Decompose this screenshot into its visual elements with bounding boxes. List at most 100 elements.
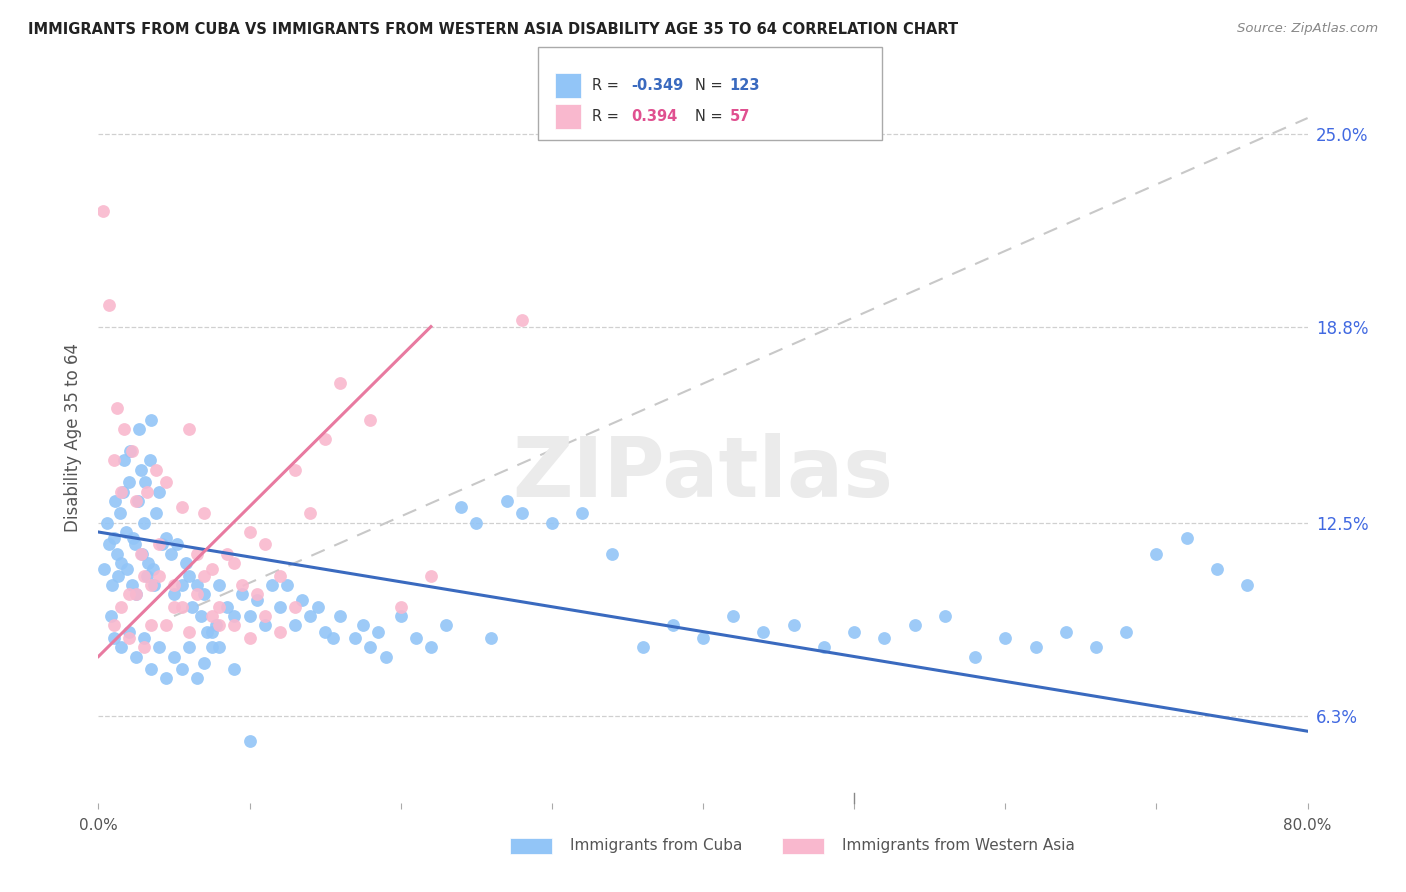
Point [107, 568, 129, 582]
Point [510, 313, 533, 327]
Point [134, 475, 156, 490]
Point [374, 649, 396, 664]
Point [110, 556, 132, 570]
Point [224, 556, 246, 570]
Point [661, 618, 683, 632]
Point [389, 609, 412, 624]
Point [208, 618, 231, 632]
Point [186, 578, 208, 592]
Point [193, 568, 215, 582]
Point [813, 640, 835, 655]
Bar [509, 838, 551, 854]
Point [193, 506, 215, 520]
Point [163, 649, 186, 664]
Point [125, 649, 148, 664]
Point [873, 631, 896, 645]
Point [103, 453, 125, 467]
Point [246, 593, 269, 607]
Point [1206, 562, 1229, 576]
Point [186, 671, 208, 685]
Point [208, 578, 231, 592]
Point [934, 609, 956, 624]
Point [783, 618, 806, 632]
Point [322, 631, 344, 645]
Point [965, 649, 987, 664]
Point [104, 494, 127, 508]
Text: Immigrants from Cuba: Immigrants from Cuba [569, 838, 742, 854]
Point [314, 624, 336, 639]
Point [201, 624, 224, 639]
Point [91, 204, 114, 219]
Point [571, 506, 593, 520]
Point [100, 609, 122, 624]
Point [103, 631, 125, 645]
Point [205, 618, 228, 632]
Point [127, 494, 149, 508]
Point [170, 599, 193, 614]
Point [179, 568, 201, 582]
Point [115, 562, 138, 576]
Point [118, 631, 141, 645]
Point [1024, 640, 1046, 655]
Point [195, 624, 218, 639]
Point [148, 537, 170, 551]
Point [208, 599, 231, 614]
Point [125, 494, 148, 508]
Point [128, 422, 150, 436]
Point [284, 599, 307, 614]
Point [284, 463, 307, 477]
Point [224, 662, 246, 676]
Point [299, 506, 322, 520]
Point [112, 422, 135, 436]
Point [186, 587, 208, 601]
Point [132, 516, 155, 530]
Point [101, 578, 124, 592]
Point [132, 631, 155, 645]
Point [1115, 624, 1137, 639]
Point [752, 624, 775, 639]
Point [163, 599, 186, 614]
Point [291, 593, 314, 607]
Point [276, 578, 298, 592]
Point [510, 506, 533, 520]
Point [269, 599, 291, 614]
Point [163, 587, 186, 601]
Point [269, 624, 291, 639]
Point [141, 413, 163, 427]
Point [135, 484, 157, 499]
Point [434, 618, 457, 632]
Point [145, 463, 167, 477]
Point [143, 578, 166, 592]
Point [98, 298, 121, 312]
Point [136, 556, 159, 570]
Point [108, 506, 131, 520]
Point [692, 631, 714, 645]
Point [231, 578, 253, 592]
Text: 80.0%: 80.0% [1284, 818, 1331, 833]
Point [367, 624, 389, 639]
Point [103, 618, 125, 632]
Point [201, 640, 224, 655]
Point [360, 640, 382, 655]
Point [360, 413, 382, 427]
Point [121, 444, 143, 458]
Point [141, 618, 163, 632]
Point [155, 531, 177, 545]
Point [450, 500, 472, 515]
Point [262, 578, 284, 592]
Point [170, 578, 193, 592]
Point [602, 547, 624, 561]
Text: R =: R = [592, 78, 623, 93]
Point [239, 524, 262, 539]
Point [103, 531, 125, 545]
Point [246, 587, 269, 601]
Point [145, 506, 167, 520]
Point [155, 618, 177, 632]
Text: 123: 123 [730, 78, 761, 93]
Y-axis label: Disability Age 35 to 64: Disability Age 35 to 64 [65, 343, 83, 532]
Point [112, 453, 135, 467]
Point [98, 537, 121, 551]
Point [224, 609, 246, 624]
Point [179, 422, 201, 436]
Point [495, 494, 517, 508]
